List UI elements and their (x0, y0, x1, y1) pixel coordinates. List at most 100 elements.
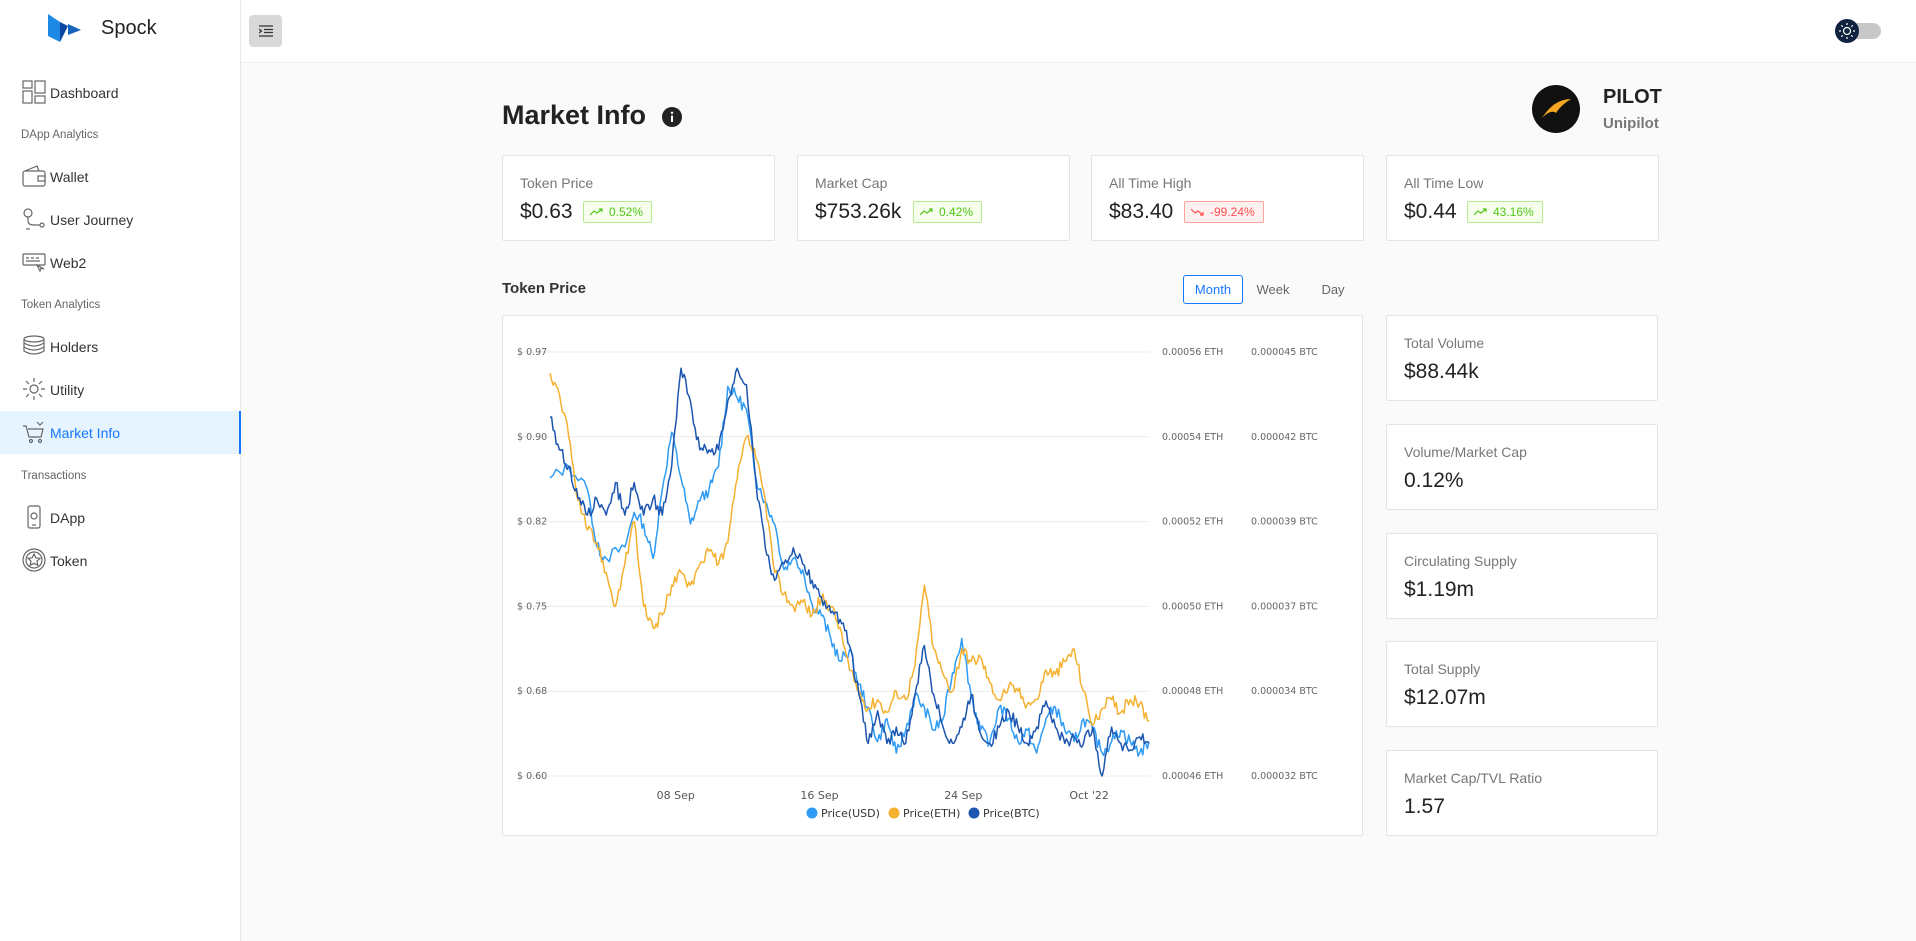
trend-up-icon (1474, 208, 1487, 216)
trend-up-icon (920, 208, 933, 216)
token-name: Unipilot (1603, 115, 1659, 132)
sidebar-item-label: DApp (50, 509, 86, 526)
range-month-button[interactable]: Month (1183, 275, 1243, 304)
spock-logo-icon (48, 14, 81, 42)
wallet-icon (22, 164, 48, 190)
sidebar-item-web2[interactable]: Web2 (0, 241, 241, 284)
x-tick-label: 08 Sep (657, 789, 695, 802)
y-tick-label-usd: $ 0.75 (517, 601, 547, 612)
token-symbol: PILOT (1603, 86, 1662, 108)
sidebar-item-token[interactable]: Token (0, 539, 241, 582)
sidebar-item-label: Dashboard (50, 84, 119, 101)
stat-label: Market Cap/TVL Ratio (1404, 770, 1542, 786)
y-tick-label-eth: 0.00046 ETH (1162, 771, 1223, 782)
y-tick-label-eth: 0.00048 ETH (1162, 686, 1223, 697)
stat-value: $88.44k (1404, 360, 1479, 383)
stat-card-market-cap-tvl-ratio: Market Cap/TVL Ratio 1.57 (1386, 750, 1658, 836)
trend-down-icon (1191, 208, 1204, 216)
dashboard-icon (22, 79, 48, 106)
collapse-menu-button[interactable] (249, 15, 282, 47)
y-tick-label-btc: 0.000045 BTC (1251, 347, 1318, 358)
sidebar-item-utility[interactable]: Utility (0, 368, 241, 411)
sidebar-item-holders[interactable]: Holders (0, 325, 241, 368)
menu-fold-icon (258, 25, 273, 37)
token-coin-icon (22, 547, 48, 574)
user-journey-icon (22, 207, 48, 233)
info-icon[interactable] (662, 107, 682, 127)
range-day-button[interactable]: Day (1321, 282, 1345, 297)
trend-up-icon (590, 208, 603, 216)
legend-marker (968, 807, 980, 819)
sidebar-item-user-journey[interactable]: User Journey (0, 198, 241, 241)
y-tick-label-eth: 0.00052 ETH (1162, 517, 1223, 528)
y-tick-label-eth: 0.00050 ETH (1162, 601, 1223, 612)
stat-label: Token Price (520, 175, 594, 191)
token-logo-icon (1532, 85, 1580, 133)
brand[interactable]: Spock (48, 14, 157, 42)
sidebar-item-dashboard[interactable]: Dashboard (0, 71, 241, 114)
x-tick-label: Oct '22 (1069, 789, 1109, 802)
change-badge: -99.24% (1184, 201, 1264, 223)
stat-value: 1.57 (1404, 795, 1445, 818)
change-value: 43.16% (1493, 205, 1534, 219)
stat-value: $1.19m (1404, 578, 1475, 601)
stat-label: Total Volume (1404, 335, 1485, 351)
sidebar-item-wallet[interactable]: Wallet (0, 155, 241, 198)
y-tick-label-btc: 0.000042 BTC (1251, 432, 1318, 443)
y-tick-label-btc: 0.000034 BTC (1251, 686, 1318, 697)
stat-card-volume-market-cap: Volume/Market Cap 0.12% (1386, 424, 1658, 510)
sidebar-item-label: Holders (50, 338, 99, 355)
series-line-priceeth (549, 373, 1150, 726)
sidebar-item-market-info[interactable]: Market Info (0, 411, 241, 454)
stat-value: 0.12% (1404, 469, 1464, 492)
series-line-pricebtc (549, 367, 1150, 777)
legend-label: Price(BTC) (983, 807, 1040, 820)
y-tick-label-usd: $ 0.97 (517, 347, 547, 358)
sidebar-section-transactions: Transactions (21, 470, 87, 482)
app-name: Spock (101, 16, 157, 39)
stat-card-total-volume: Total Volume $88.44k (1386, 315, 1658, 401)
page-title: Market Info (502, 100, 647, 130)
y-tick-label-btc: 0.000037 BTC (1251, 601, 1318, 612)
sidebar: Spock Dashboard DApp Analytics Wallet Us… (0, 0, 241, 941)
y-tick-label-usd: $ 0.60 (517, 771, 547, 782)
change-badge: 0.42% (913, 201, 983, 223)
stat-card-all-time-low: All Time Low $0.44 43.16% (1386, 155, 1659, 241)
sidebar-item-label: Web2 (50, 254, 87, 271)
stat-label: Circulating Supply (1404, 553, 1517, 569)
sidebar-item-label: Wallet (50, 168, 89, 185)
sidebar-item-label: Token (50, 552, 88, 569)
utility-gear-icon (22, 377, 48, 403)
theme-toggle-switch[interactable] (1835, 19, 1882, 43)
sidebar-item-label: Utility (50, 381, 85, 398)
stat-card-circulating-supply: Circulating Supply $1.19m (1386, 533, 1658, 619)
stat-value: $0.44 (1404, 200, 1457, 223)
stat-card-market-cap: Market Cap $753.26k 0.42% (797, 155, 1070, 241)
range-week-button[interactable]: Week (1256, 282, 1290, 297)
change-value: 0.42% (939, 205, 974, 219)
stat-label: Total Supply (1404, 661, 1481, 677)
y-tick-label-usd: $ 0.68 (517, 686, 547, 697)
change-value: 0.52% (609, 205, 644, 219)
stat-card-total-supply: Total Supply $12.07m (1386, 641, 1658, 727)
change-value: -99.24% (1210, 205, 1255, 219)
token-price-chart: $ 0.97 0.00056 ETH 0.000045 BTC $ 0.90 0.000… (502, 315, 1363, 836)
stat-label: Volume/Market Cap (1404, 444, 1527, 460)
legend-label: Price(ETH) (903, 807, 960, 820)
x-tick-label: 24 Sep (944, 789, 982, 802)
top-bar (241, 0, 1916, 63)
y-tick-label-eth: 0.00056 ETH (1162, 347, 1223, 358)
holders-icon (22, 334, 48, 360)
series-line-priceusd (549, 385, 1150, 757)
sidebar-item-dapp[interactable]: DApp (0, 496, 241, 539)
stat-value: $12.07m (1404, 686, 1486, 709)
sidebar-item-label: Market Info (50, 424, 121, 441)
stat-value: $83.40 (1109, 200, 1174, 223)
sidebar-item-label: User Journey (50, 211, 134, 228)
chart-title: Token Price (502, 280, 586, 297)
y-tick-label-usd: $ 0.82 (517, 517, 547, 528)
sidebar-section-dapp-analytics: DApp Analytics (21, 129, 99, 141)
x-tick-label: 16 Sep (800, 789, 838, 802)
y-tick-label-usd: $ 0.90 (517, 432, 547, 443)
stat-label: All Time High (1109, 175, 1192, 191)
